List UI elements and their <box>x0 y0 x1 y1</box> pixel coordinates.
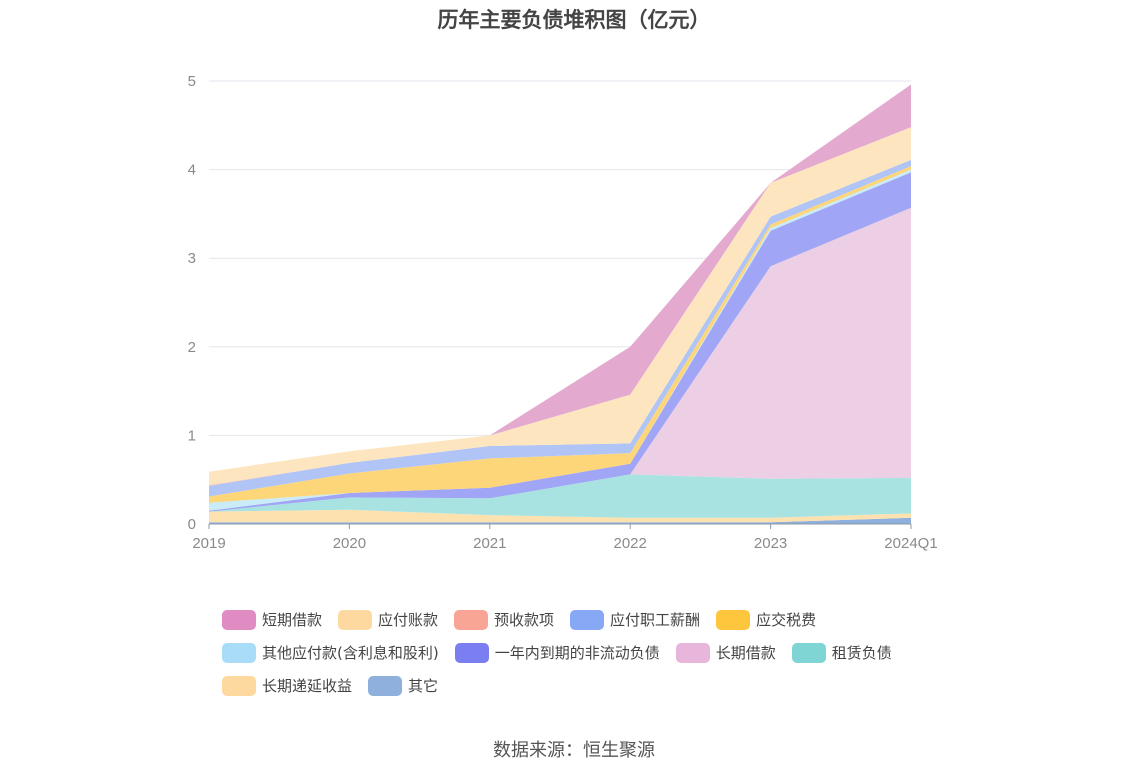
legend-label: 短期借款 <box>262 611 323 629</box>
x-tick-label: 2021 <box>473 535 506 552</box>
legend-swatch <box>454 642 489 663</box>
legend-label: 长期借款 <box>715 644 776 662</box>
legend-item-taxes-payable[interactable]: 应交税费 <box>716 609 816 630</box>
legend-item-other[interactable]: 其它 <box>368 675 438 696</box>
legend-row: 短期借款 应付账款 预收款项 应付职工薪酬 应交税费 <box>222 603 982 636</box>
area-series <box>209 517 911 524</box>
chart-title: 历年主要负债堆积图（亿元） <box>437 8 711 32</box>
legend-item-lease-liabilities[interactable]: 租赁负债 <box>791 642 892 663</box>
x-tick-label: 2022 <box>614 535 647 552</box>
legend-swatch <box>222 642 256 663</box>
y-tick-label: 0 <box>188 516 196 533</box>
legend-label: 租赁负债 <box>831 644 892 662</box>
area-series <box>209 509 911 523</box>
legend-swatch <box>368 675 403 696</box>
legend-swatch <box>222 675 256 696</box>
y-tick-label: 2 <box>188 339 196 356</box>
area-series <box>209 172 911 512</box>
legend-swatch <box>338 609 373 630</box>
legend-item-deferred-income[interactable]: 长期递延收益 <box>222 675 352 696</box>
legend-item-current-portion-noncurrent[interactable]: 一年内到期的非流动负债 <box>454 642 660 663</box>
area-series <box>209 84 911 472</box>
legend-swatch <box>454 609 489 630</box>
legend-swatch <box>675 642 710 663</box>
legend-row: 其他应付款(含利息和股利) 一年内到期的非流动负债 长期借款 租赁负债 <box>222 636 982 669</box>
y-tick-label: 4 <box>188 162 196 179</box>
legend-swatch <box>570 609 605 630</box>
y-tick-label: 1 <box>188 427 196 444</box>
x-tick-label: 2019 <box>192 535 225 552</box>
data-source-note: 数据来源：恒生聚源 <box>493 740 655 761</box>
legend-label: 其它 <box>408 677 439 695</box>
legend-label: 一年内到期的非流动负债 <box>494 644 660 662</box>
area-series <box>209 474 911 518</box>
legend-item-short-term-loans[interactable]: 短期借款 <box>222 609 322 630</box>
legend: 短期借款 应付账款 预收款项 应付职工薪酬 应交税费 其他应付款(含利息和股利)… <box>222 603 982 702</box>
legend-label: 长期递延收益 <box>262 677 353 695</box>
legend-item-other-payables[interactable]: 其他应付款(含利息和股利) <box>222 642 439 663</box>
legend-swatch <box>791 642 826 663</box>
legend-item-long-term-loans[interactable]: 长期借款 <box>675 642 776 663</box>
legend-row: 长期递延收益 其它 <box>222 669 982 702</box>
legend-swatch <box>222 609 256 630</box>
legend-label: 预收款项 <box>494 611 555 629</box>
y-tick-label: 3 <box>188 250 196 267</box>
legend-label: 应付职工薪酬 <box>610 611 701 629</box>
area-series <box>209 207 911 512</box>
legend-label: 应交税费 <box>756 611 817 629</box>
legend-item-accounts-payable[interactable]: 应付账款 <box>338 609 438 630</box>
legend-swatch <box>716 609 751 630</box>
area-series <box>209 159 911 497</box>
y-tick-label: 5 <box>188 73 196 90</box>
x-tick-label: 2023 <box>754 535 787 552</box>
area-series <box>209 127 911 485</box>
legend-label: 其他应付款(含利息和股利) <box>262 644 439 662</box>
legend-label: 应付账款 <box>378 611 439 629</box>
x-tick-label: 2020 <box>333 535 366 552</box>
legend-item-payroll-payable[interactable]: 应付职工薪酬 <box>570 609 700 630</box>
stacked-area-chart: 0 1 2 3 4 5 2019 2020 2021 2022 2023 2024Q1 <box>188 73 938 552</box>
legend-item-advance-receipts[interactable]: 预收款项 <box>454 609 554 630</box>
x-tick-label: 2024Q1 <box>884 535 937 552</box>
